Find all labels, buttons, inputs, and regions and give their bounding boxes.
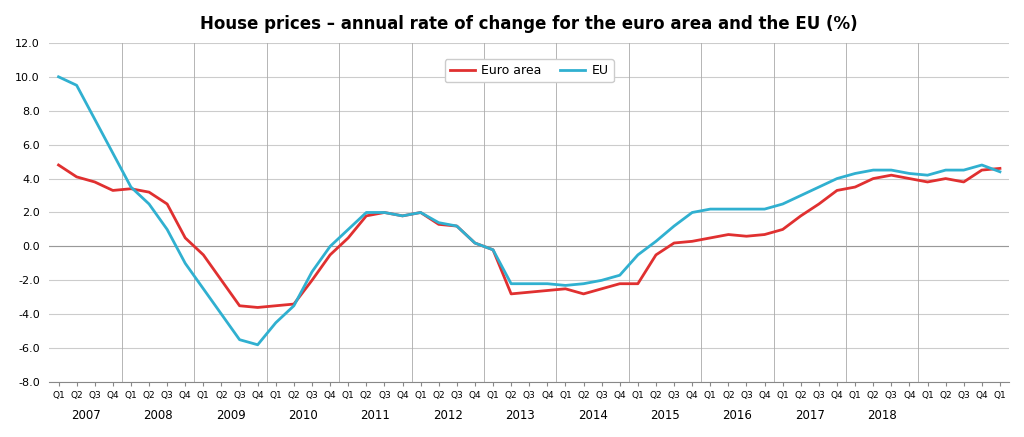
Text: 2013: 2013: [505, 409, 536, 422]
Text: 2012: 2012: [433, 409, 463, 422]
Euro area: [613, 281, 626, 286]
Text: 2007: 2007: [71, 409, 100, 422]
Euro area: [994, 166, 1007, 171]
Euro area: [795, 213, 807, 218]
Euro area: [632, 281, 644, 286]
EU: [252, 342, 264, 347]
Line: EU: EU: [58, 77, 1000, 345]
Text: 2008: 2008: [143, 409, 173, 422]
Text: 2014: 2014: [578, 409, 607, 422]
Legend: Euro area, EU: Euro area, EU: [444, 59, 613, 82]
Text: 2009: 2009: [216, 409, 246, 422]
Text: 2011: 2011: [360, 409, 390, 422]
Text: 2018: 2018: [867, 409, 897, 422]
Text: 2017: 2017: [795, 409, 824, 422]
EU: [324, 244, 336, 249]
Euro area: [252, 305, 264, 310]
Euro area: [324, 252, 336, 257]
EU: [994, 169, 1007, 174]
EU: [613, 273, 626, 278]
Euro area: [668, 240, 680, 246]
Euro area: [903, 176, 915, 181]
Title: House prices – annual rate of change for the euro area and the EU (%): House prices – annual rate of change for…: [201, 15, 858, 33]
EU: [795, 193, 807, 198]
Euro area: [52, 163, 65, 168]
EU: [668, 223, 680, 229]
EU: [52, 74, 65, 80]
EU: [903, 171, 915, 176]
EU: [632, 252, 644, 257]
Line: Euro area: Euro area: [58, 165, 1000, 308]
Text: 2015: 2015: [650, 409, 680, 422]
Text: 2016: 2016: [723, 409, 753, 422]
Text: 2010: 2010: [288, 409, 317, 422]
